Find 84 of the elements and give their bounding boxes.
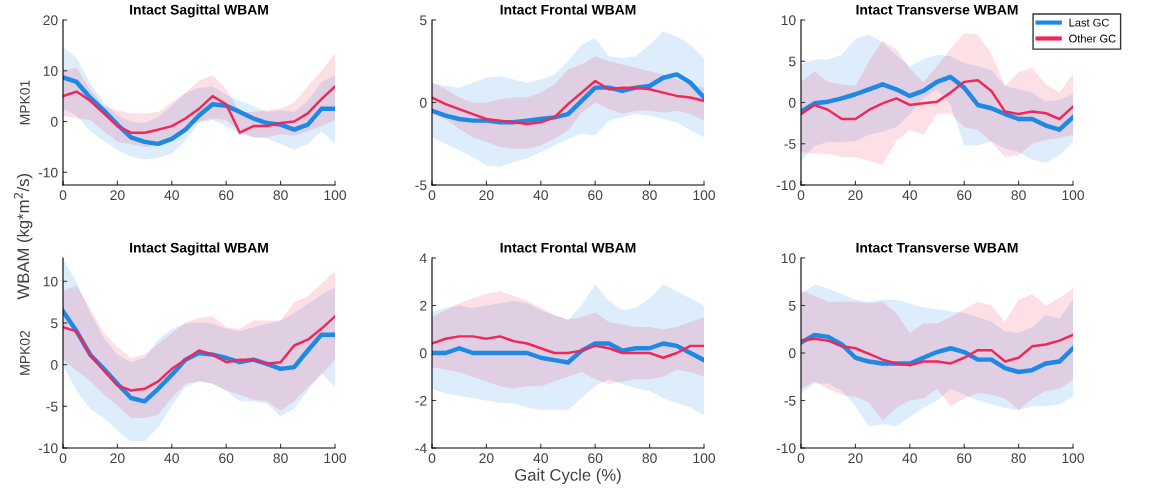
x-tick-label: 100 [324, 190, 347, 201]
y-tick-label: -5 [46, 401, 58, 412]
x-tick-label: 0 [797, 190, 805, 201]
x-tick-label: 60 [957, 190, 972, 201]
x-tick-label: 60 [957, 453, 972, 464]
chart-title: Intact Transverse WBAM [856, 4, 1018, 15]
x-tick-label: 60 [588, 190, 603, 201]
y-tick-label: 10 [43, 66, 58, 76]
legend-label: Other GC [1069, 34, 1116, 43]
y-tick-label: 5 [419, 15, 427, 26]
y-tick-label: 4 [419, 253, 427, 264]
y-tick-label: 10 [781, 253, 796, 264]
line-series [801, 78, 1073, 121]
x-tick-label: 40 [902, 453, 917, 464]
line-series [63, 85, 335, 134]
chart-title: Intact Sagittal WBAM [130, 4, 268, 18]
line-series [432, 335, 704, 359]
chart-title: Intact Frontal WBAM [500, 4, 636, 15]
x-tick-label: 0 [59, 453, 67, 464]
x-tick-label: 100 [1062, 453, 1085, 464]
y-tick-label: 5 [50, 318, 58, 329]
line-series [801, 332, 1073, 375]
y-tick-label: -10 [776, 443, 796, 454]
y-tick-label: -10 [38, 443, 58, 454]
x-tick-label: 20 [848, 190, 863, 201]
y-tick-label: 5 [788, 300, 796, 311]
x-tick-label: 100 [693, 190, 716, 201]
y-tick-label: 0 [50, 116, 58, 127]
x-tick-label: 40 [164, 453, 179, 464]
x-tick-label: 80 [1011, 453, 1026, 464]
x-tick-label: 80 [273, 190, 288, 201]
x-tick-label: 20 [848, 453, 863, 464]
x-tick-label: 40 [533, 453, 548, 464]
x-tick-label: 20 [479, 190, 494, 201]
x-tick-label: 80 [642, 190, 657, 201]
chart-title: Intact Sagittal WBAM [130, 242, 268, 256]
y-tick-label: 10 [43, 276, 58, 287]
y-axis-title: MPK02 [19, 330, 30, 375]
y-tick-label: 5 [788, 56, 796, 67]
line-series [801, 333, 1073, 367]
x-tick-label: 80 [273, 453, 288, 464]
line-series [63, 315, 335, 392]
x-tick-label: 100 [1062, 190, 1085, 201]
y-tick-label: 0 [788, 348, 796, 359]
y-tick-label: -10 [38, 167, 58, 178]
x-tick-label: 0 [428, 453, 436, 464]
x-tick-label: 40 [533, 190, 548, 201]
y-tick-label: -4 [415, 443, 427, 454]
x-tick-label: 60 [219, 190, 234, 201]
x-tick-label: 0 [797, 453, 805, 464]
x-tick-label: 40 [902, 190, 917, 201]
x-tick-label: 100 [324, 453, 347, 464]
x-tick-label: 40 [164, 190, 179, 201]
x-tick-label: 0 [428, 190, 436, 201]
x-tick-label: 80 [642, 453, 657, 464]
y-axis-title: MPK01 [19, 80, 30, 125]
line-series [63, 75, 335, 147]
y-tick-label: -5 [415, 180, 427, 191]
x-tick-label: 20 [479, 453, 494, 464]
line-series [801, 74, 1073, 132]
y-tick-label: -5 [784, 395, 796, 406]
legend-label: Last GC [1069, 18, 1109, 27]
x-tick-label: 100 [693, 453, 716, 464]
y-tick-label: 20 [43, 15, 58, 26]
y-tick-label: 0 [419, 97, 427, 108]
line-series [432, 341, 704, 365]
y-tick-label: -5 [784, 139, 796, 149]
y-tick-label: -10 [776, 180, 796, 191]
y-tick-label: 0 [50, 360, 58, 370]
chart-title: Intact Frontal WBAM [500, 242, 636, 253]
x-tick-label: 80 [1011, 190, 1026, 201]
y-tick-label: 10 [781, 15, 796, 26]
x-tick-label: 0 [59, 190, 67, 201]
x-tick-label: 20 [110, 190, 125, 201]
y-tick-label: 0 [419, 348, 427, 359]
y-tick-label: 2 [420, 300, 427, 311]
x-tick-label: 60 [219, 453, 234, 464]
y-tick-label: -2 [415, 395, 427, 406]
y-tick-label: 0 [788, 97, 796, 108]
x-tick-label: 60 [588, 453, 603, 464]
text: WBAM (kg*m$^{2}$/s) [13, 173, 33, 300]
x-tick-label: 20 [110, 453, 125, 464]
chart-title: Intact Transverse WBAM [856, 242, 1018, 253]
x-axis-title: Gait Cycle (%) [515, 468, 621, 485]
